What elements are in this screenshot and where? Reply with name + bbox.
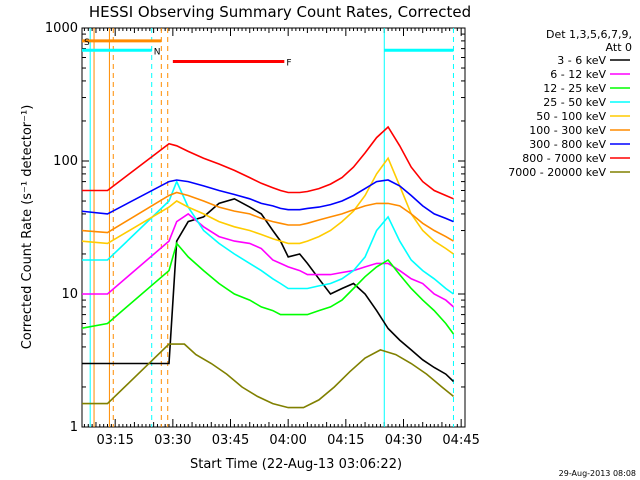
legend-entry: 12 - 25 keV — [543, 82, 606, 95]
plot-area: 1 10 100 1000 03:15 03:30 03:45 04:00 04:15 04:30… — [45, 21, 480, 448]
x-tick-label: 03:45 — [212, 433, 249, 448]
series-line — [82, 179, 454, 223]
chart-title: HESSI Observing Summary Count Rates, Cor… — [89, 3, 471, 21]
x-tick-label: 03:15 — [96, 433, 133, 448]
plot-frame — [81, 27, 466, 428]
legend-entry: 3 - 6 keV — [557, 54, 606, 67]
y-axis-label: Corrected Count Rate (s⁻¹ detector⁻¹) — [20, 105, 35, 350]
series-line — [82, 212, 455, 308]
legend-entry: 6 - 12 keV — [550, 68, 606, 81]
x-tick-label: 04:00 — [269, 433, 306, 448]
y-tick-label: 10 — [61, 287, 78, 302]
series-line — [82, 179, 454, 295]
y-tick-label: 1000 — [45, 21, 78, 36]
legend-entry: 7000 - 20000 keV — [508, 166, 606, 179]
x-tick-label: 03:30 — [154, 433, 191, 448]
y-tick-label: 1 — [70, 420, 78, 435]
legend-entry: 800 - 7000 keV — [522, 152, 606, 165]
x-tick-label: 04:30 — [385, 433, 422, 448]
series-line — [82, 343, 455, 409]
flag-label: F — [286, 58, 291, 68]
series-line — [82, 241, 455, 335]
flag-label: N — [154, 47, 161, 57]
series-line — [82, 125, 454, 200]
legend-entry: 300 - 800 keV — [529, 138, 606, 151]
legend-entry: 100 - 300 keV — [529, 124, 606, 137]
series-line — [82, 191, 454, 242]
flag-label: S — [84, 38, 90, 48]
generation-timestamp: 29-Aug-2013 08:08 — [559, 469, 636, 478]
legend-entry: 25 - 50 keV — [543, 96, 606, 109]
y-tick-label: 100 — [53, 154, 78, 169]
legend-entry: 50 - 100 keV — [536, 110, 606, 123]
legend-header: Det 1,3,5,6,7,9, — [546, 28, 632, 41]
series-line — [82, 156, 454, 255]
x-tick-label: 04:45 — [442, 433, 479, 448]
x-axis-label: Start Time (22-Aug-13 03:06:22) — [190, 457, 402, 472]
x-tick-label: 04:15 — [327, 433, 364, 448]
legend-header: Att 0 — [606, 41, 632, 54]
